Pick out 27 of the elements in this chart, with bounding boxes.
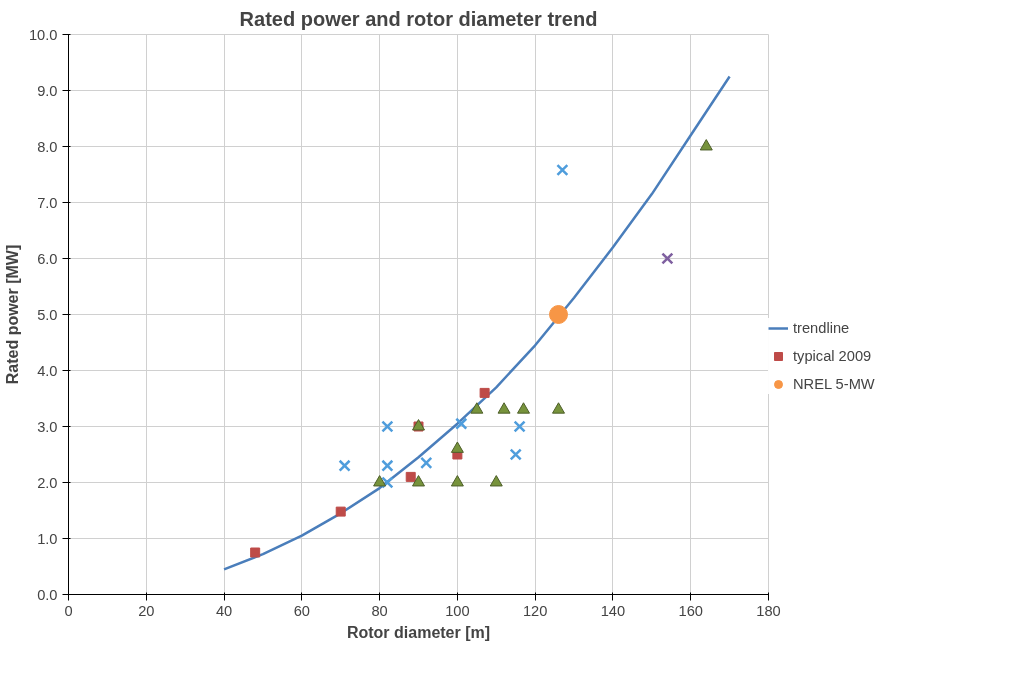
x-tick-label: 80	[371, 602, 388, 619]
legend-label: NREL 5-MW	[793, 376, 875, 392]
x-tick-label: 140	[600, 602, 626, 619]
x-tick-label: 100	[445, 602, 470, 619]
legend-label: trendline	[793, 320, 850, 336]
y-tick-label: 4.0	[37, 362, 58, 379]
y-tick-label: 0.0	[37, 586, 58, 603]
x-tick-label: 120	[522, 602, 548, 619]
y-tick-label: 9.0	[37, 82, 58, 99]
x-tick-label: 180	[756, 602, 781, 619]
y-axis-title: Rated power [MW]	[3, 244, 21, 385]
y-tick-label: 2.0	[37, 474, 58, 491]
y-tick-label: 1.0	[37, 530, 58, 547]
y-tick-label: 6.0	[37, 250, 58, 267]
y-tick-label: 5.0	[37, 306, 58, 323]
y-tick-label: 7.0	[37, 194, 58, 211]
x-tick-label: 60	[293, 602, 310, 619]
y-tick-label: 8.0	[37, 138, 58, 155]
legend-label: typical 2009	[793, 348, 872, 364]
x-axis-title: Rotor diameter [m]	[346, 623, 491, 641]
x-tick-label: 0	[64, 602, 73, 619]
x-tick-label: 20	[138, 602, 155, 619]
x-tick-label: 40	[215, 602, 233, 619]
x-tick-label: 160	[678, 602, 703, 619]
y-tick-label: 10.0	[28, 26, 58, 43]
chart-title: Rated power and rotor diameter trend	[239, 7, 598, 30]
y-tick-label: 3.0	[37, 418, 58, 435]
